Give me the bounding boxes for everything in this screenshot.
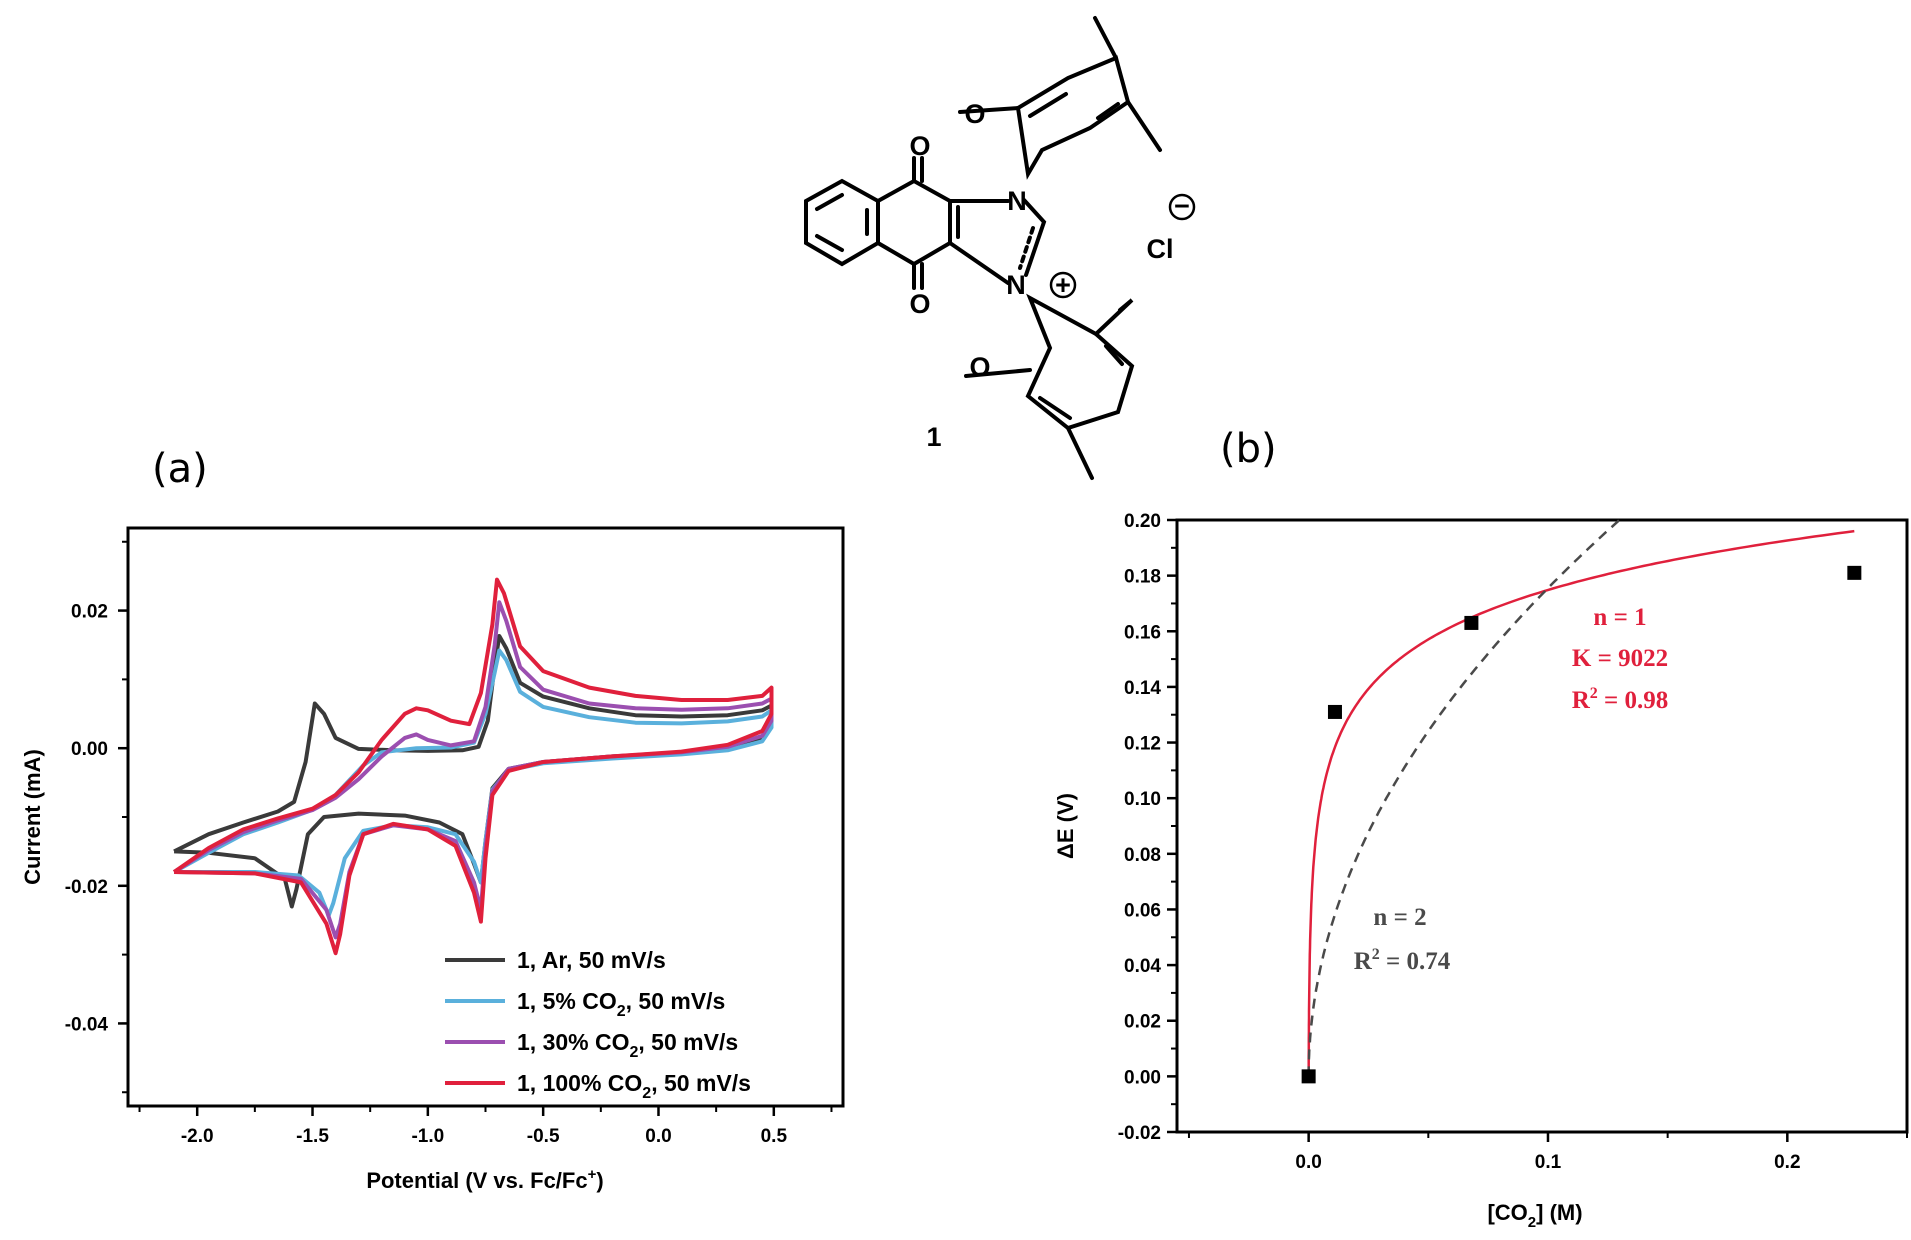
y-tick-label: 0.20 (1124, 511, 1161, 532)
legend-entry: 1, 5% CO2, 50 mV/s (517, 988, 725, 1020)
legend-entry: 1, 30% CO2, 50 mV/s (517, 1029, 738, 1061)
atom-label: N (1006, 270, 1026, 300)
minus-charge-circle (1168, 193, 1196, 221)
x-tick-label: -1.0 (411, 1126, 444, 1147)
panel-a-y-axis-title: Current (mA) (20, 749, 45, 885)
y-tick-label: 0.12 (1124, 734, 1161, 755)
x-tick-label: 0.2 (1774, 1152, 1800, 1173)
legend-entry: 1, Ar, 50 mV/s (517, 947, 666, 973)
y-tick-label: 0.06 (1124, 900, 1161, 921)
carbonyl-top-bond (912, 156, 924, 183)
fit-n1-k-label: K = 9022 (1572, 645, 1668, 672)
panel-b-y-axis-title: ΔE (V) (1053, 793, 1078, 859)
y-tick-label: 0.10 (1124, 789, 1161, 810)
atom-label: N (1007, 186, 1027, 216)
y-tick-label: 0.04 (1124, 956, 1161, 977)
top-aryl-methyls (958, 16, 1162, 152)
x-tick-label: 0.0 (1295, 1152, 1321, 1173)
charge-symbol: − (1174, 191, 1190, 221)
x-tick-label: 0.0 (645, 1126, 671, 1147)
quinone-ring-bond (876, 178, 952, 267)
atom-label: O (909, 131, 930, 161)
y-tick-label: 0.02 (1124, 1012, 1161, 1033)
x-tick-label: -0.5 (527, 1126, 560, 1147)
atom-label: O (969, 352, 990, 382)
x-tick-label: 0.1 (1535, 1152, 1562, 1173)
y-tick-label: 0.18 (1124, 567, 1161, 588)
data-point (1847, 565, 1862, 580)
atom-label: O (964, 99, 985, 129)
panel-b: (b) 0.0 0.1 0.2 -0.02 0.00 0.02 0.04 0.06 0.08 0.… (1053, 426, 1909, 1231)
y-tick-label: -0.02 (65, 877, 108, 898)
panel-a: (a) -2.0 -1.5 -1.0 -0.5 0.0 0.5 0.02 0.00 -0.02 -… (20, 446, 845, 1193)
y-tick-label: -0.02 (1118, 1123, 1161, 1144)
y-tick-label: 0.16 (1124, 622, 1161, 643)
atom-label: Cl (1147, 234, 1174, 264)
charge-symbol: + (1055, 270, 1071, 300)
imidazolium-bonds (948, 198, 1047, 285)
legend-entry: 1, 100% CO2, 50 mV/s (517, 1070, 751, 1102)
bottom-aryl-methyls (964, 298, 1134, 480)
data-point (1301, 1069, 1316, 1084)
atom-label: O (909, 289, 930, 319)
panel-a-x-axis-title: Potential (V vs. Fc/Fc+) (366, 1166, 603, 1193)
compound-label: 1 (926, 422, 941, 452)
fit-n1-r2-label: R2 = 0.98 (1572, 685, 1669, 714)
y-tick-label: -0.04 (65, 1014, 109, 1035)
cv-series-line (172, 577, 774, 956)
y-tick-label: 0.14 (1124, 678, 1161, 699)
bottom-aryl-double-bonds (1038, 344, 1124, 420)
x-tick-label: -1.5 (296, 1126, 329, 1147)
y-tick-label: 0.00 (71, 739, 108, 760)
y-tick-label: 0.00 (1124, 1067, 1161, 1088)
plus-charge-circle (1049, 271, 1077, 299)
panel-b-x-axis-title: [CO2] (M) (1487, 1200, 1582, 1231)
x-tick-label: -2.0 (181, 1126, 214, 1147)
y-tick-label: 0.08 (1124, 845, 1161, 866)
imidazolium-delocalized-bond (1018, 226, 1035, 270)
molecule-structure (804, 16, 1196, 480)
fit-n1-label: n = 1 (1593, 604, 1646, 631)
panel-a-label: (a) (152, 446, 208, 492)
fit-n2-r2-label: R2 = 0.74 (1354, 946, 1451, 975)
benzene-double-bonds (815, 193, 869, 252)
panel-b-frame (1175, 518, 1909, 1134)
fit-n2-label: n = 2 (1373, 904, 1426, 931)
data-point (1464, 615, 1479, 630)
data-point (1327, 704, 1342, 719)
x-tick-label: 0.5 (761, 1126, 788, 1147)
bottom-aryl-ring (1025, 293, 1135, 431)
carbonyl-bottom-bond (912, 262, 924, 290)
fit-line-n2 (1307, 518, 1621, 1077)
y-tick-label: 0.02 (71, 602, 108, 623)
top-aryl-ring (1015, 55, 1131, 180)
panel-a-frame (126, 526, 845, 1108)
cv-series-line (173, 634, 774, 909)
fit-line-n1 (1307, 529, 1855, 1077)
top-aryl-double-bonds (1028, 92, 1120, 120)
panel-b-label: (b) (1220, 426, 1277, 472)
